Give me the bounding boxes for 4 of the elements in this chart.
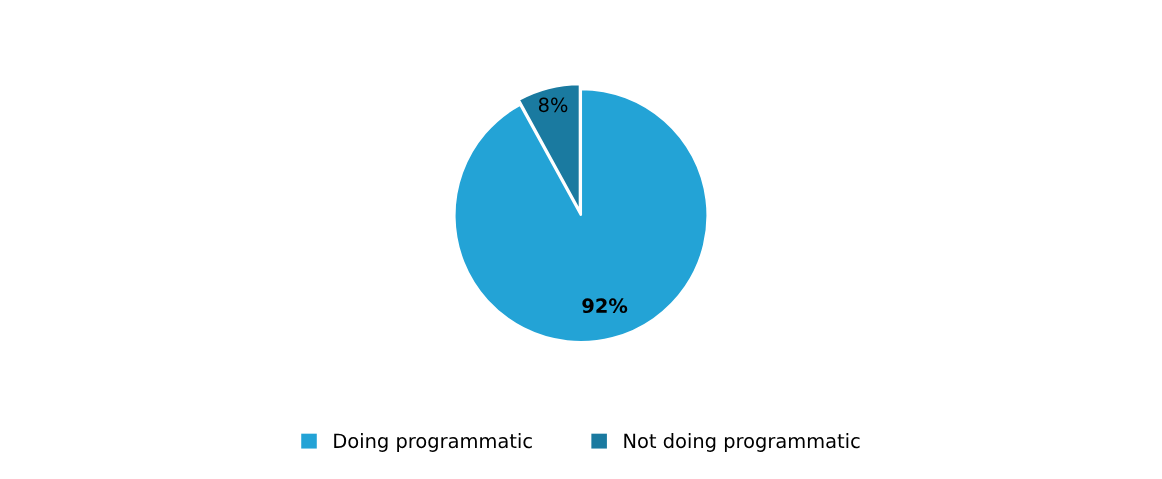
legend-label: Not doing programmatic: [624, 433, 860, 452]
data-label: 8%: [538, 97, 568, 113]
data-label: 92%: [582, 298, 628, 314]
legend-label: Doing programmatic: [334, 433, 532, 452]
